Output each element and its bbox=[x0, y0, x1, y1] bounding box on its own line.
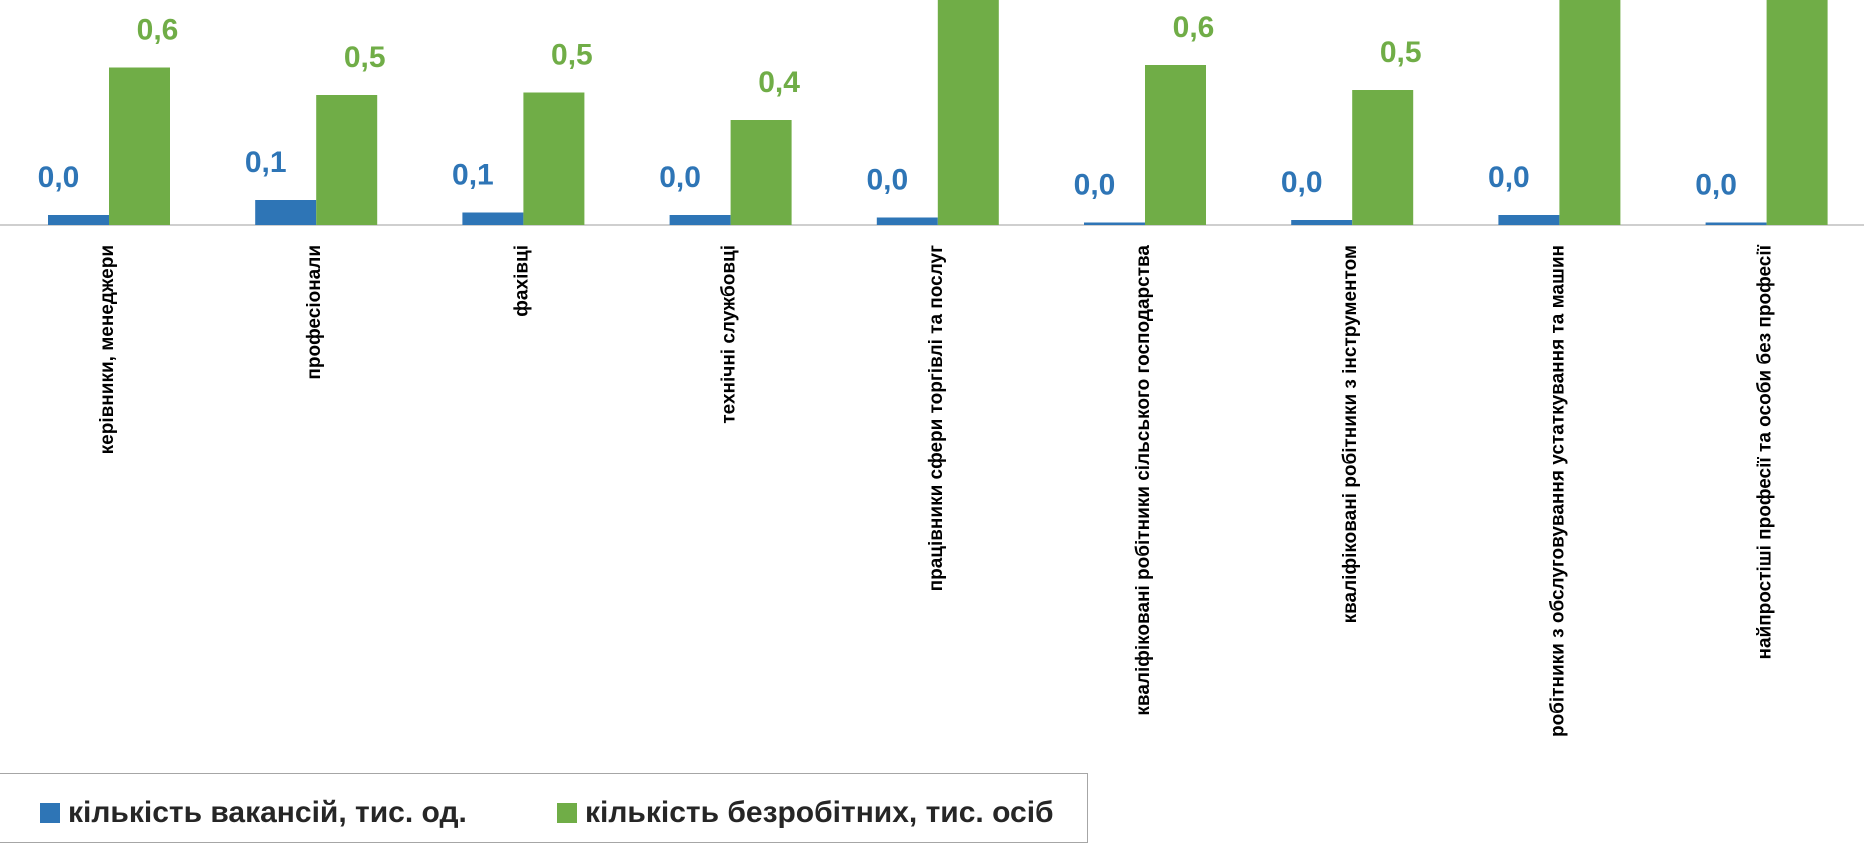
category-label-4: технічні службовці bbox=[719, 245, 740, 424]
data-label-vacancies-5: 0,0 bbox=[866, 164, 908, 197]
bar-unemployed-3 bbox=[523, 92, 585, 225]
category-label-9: найпростіші професії та особи без профес… bbox=[1755, 244, 1776, 659]
category-label-7: кваліфіковані робітники з інструментом bbox=[1340, 245, 1361, 623]
bar-vacancies-7 bbox=[1291, 220, 1353, 225]
legend: кількість вакансій, тис. од. кількість б… bbox=[0, 773, 1088, 843]
data-label-unemployed-4: 0,4 bbox=[758, 66, 800, 99]
legend-label-vacancies: кількість вакансій, тис. од. bbox=[68, 796, 467, 829]
data-label-vacancies-9: 0,0 bbox=[1695, 169, 1737, 202]
bar-unemployed-7 bbox=[1352, 90, 1414, 225]
bar-vacancies-4 bbox=[669, 215, 731, 225]
bars-layer bbox=[48, 0, 1828, 225]
data-label-vacancies-8: 0,0 bbox=[1488, 161, 1530, 194]
category-label-1: керівники, менеджери bbox=[97, 245, 118, 454]
bar-vacancies-6 bbox=[1084, 222, 1145, 225]
bar-vacancies-9 bbox=[1705, 222, 1767, 225]
data-label-vacancies-6: 0,0 bbox=[1074, 169, 1116, 202]
bar-unemployed-8 bbox=[1559, 0, 1621, 225]
data-label-vacancies-3: 0,1 bbox=[452, 159, 494, 192]
bar-unemployed-9 bbox=[1766, 0, 1828, 225]
legend-swatch-vacancies bbox=[40, 803, 60, 823]
bar-unemployed-6 bbox=[1145, 65, 1206, 225]
data-label-unemployed-1: 0,6 bbox=[137, 14, 179, 47]
bar-unemployed-4 bbox=[730, 120, 792, 225]
data-label-vacancies-2: 0,1 bbox=[245, 146, 287, 179]
bar-vacancies-5 bbox=[876, 217, 938, 225]
data-label-unemployed-3: 0,5 bbox=[551, 39, 593, 72]
legend-label-unemployed: кількість безробітних, тис. осіб bbox=[585, 796, 1054, 829]
data-label-vacancies-4: 0,0 bbox=[659, 161, 701, 194]
data-label-unemployed-2: 0,5 bbox=[344, 41, 386, 74]
bar-vacancies-1 bbox=[48, 215, 109, 225]
legend-item-unemployed: кількість безробітних, тис. осіб bbox=[557, 796, 1054, 830]
category-labels-layer: керівники, менеджери професіонали фахівці т… bbox=[97, 244, 1776, 737]
bar-unemployed-2 bbox=[316, 95, 378, 225]
bar-unemployed-5 bbox=[937, 0, 999, 225]
category-label-5: працівники сфери торгівлі та послуг bbox=[926, 245, 947, 591]
legend-swatch-unemployed bbox=[557, 803, 577, 823]
data-label-unemployed-6: 0,6 bbox=[1173, 11, 1215, 44]
bar-unemployed-1 bbox=[109, 67, 170, 225]
category-label-3: фахівці bbox=[511, 245, 532, 317]
legend-item-vacancies: кількість вакансій, тис. од. bbox=[40, 796, 467, 830]
category-label-6: кваліфіковані робітники сільського госпо… bbox=[1133, 245, 1154, 716]
bar-vacancies-8 bbox=[1498, 215, 1560, 225]
bar-vacancies-2 bbox=[255, 200, 317, 225]
data-label-vacancies-1: 0,0 bbox=[38, 161, 80, 194]
bar-vacancies-3 bbox=[462, 212, 524, 225]
data-labels-layer: 0,0 0,6 0,1 0,5 0,1 0,5 0,0 0,4 0,0 0,0 0,6 0,0 0,5 0… bbox=[38, 11, 1737, 202]
data-label-unemployed-7: 0,5 bbox=[1380, 36, 1422, 69]
category-label-2: професіонали bbox=[304, 245, 325, 380]
data-label-vacancies-7: 0,0 bbox=[1281, 166, 1323, 199]
category-label-8: робітники з обслуговування устаткування … bbox=[1547, 245, 1568, 737]
